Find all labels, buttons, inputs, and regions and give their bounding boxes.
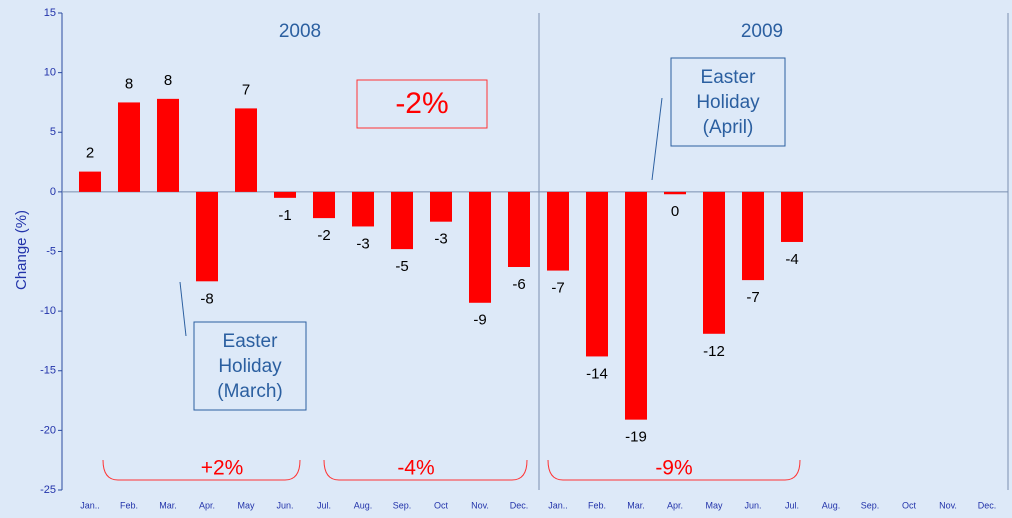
data-label: -5 bbox=[395, 258, 408, 275]
data-label: -3 bbox=[356, 235, 369, 252]
x-tick-label: Apr. bbox=[199, 500, 215, 510]
x-tick-label: Oct bbox=[434, 500, 449, 510]
x-tick-label: Jun. bbox=[276, 500, 293, 510]
x-tick-label: Aug. bbox=[354, 500, 373, 510]
data-label: 8 bbox=[125, 75, 133, 92]
x-tick-label: Nov. bbox=[471, 500, 489, 510]
data-label: 0 bbox=[671, 203, 679, 220]
data-label: -9 bbox=[473, 312, 486, 329]
bar bbox=[586, 191, 608, 357]
annotation: Holiday bbox=[696, 92, 760, 113]
bar bbox=[664, 191, 686, 195]
bar bbox=[742, 191, 764, 281]
x-tick-label: May bbox=[705, 500, 723, 510]
y-tick-label: 5 bbox=[50, 126, 56, 138]
x-tick-label: Mar. bbox=[627, 500, 645, 510]
bar bbox=[430, 191, 452, 222]
annotation: Holiday bbox=[218, 356, 282, 377]
y-tick-label: -10 bbox=[40, 305, 56, 317]
x-tick-label: May bbox=[237, 500, 255, 510]
bar bbox=[781, 191, 803, 242]
data-label: -19 bbox=[625, 429, 647, 446]
y-tick-label: -15 bbox=[40, 365, 56, 377]
data-label: -7 bbox=[746, 289, 759, 306]
y-tick-label: 10 bbox=[44, 67, 56, 79]
total-annotation: -2% bbox=[395, 87, 448, 120]
x-tick-label: Feb. bbox=[120, 500, 138, 510]
x-tick-label: Aug. bbox=[822, 500, 841, 510]
x-tick-label: Jul. bbox=[317, 500, 331, 510]
bar bbox=[547, 191, 569, 271]
bar bbox=[196, 191, 218, 282]
bar bbox=[625, 191, 647, 420]
bracket bbox=[102, 459, 301, 481]
annotation: Easter bbox=[223, 331, 279, 352]
data-label: -1 bbox=[278, 207, 291, 224]
bar bbox=[313, 191, 335, 219]
x-tick-label: Jul. bbox=[785, 500, 799, 510]
bracket bbox=[547, 459, 801, 481]
y-tick-label: -20 bbox=[40, 424, 56, 436]
x-tick-label: Jun. bbox=[744, 500, 761, 510]
data-label: -3 bbox=[434, 231, 447, 248]
year-label: 2009 bbox=[741, 21, 783, 42]
x-tick-label: Apr. bbox=[667, 500, 683, 510]
data-label: -2 bbox=[317, 227, 330, 244]
y-axis-label: Change (%) bbox=[13, 210, 30, 290]
y-tick-label: -5 bbox=[46, 245, 56, 257]
year-label: 2008 bbox=[279, 21, 321, 42]
y-tick-label: 15 bbox=[44, 7, 56, 19]
bar bbox=[352, 191, 374, 227]
bar bbox=[79, 171, 101, 192]
y-tick-label: 0 bbox=[50, 186, 56, 198]
bar bbox=[469, 191, 491, 303]
x-tick-label: Mar. bbox=[159, 500, 177, 510]
x-tick-label: Nov. bbox=[939, 500, 957, 510]
period-annotation: -9% bbox=[655, 457, 692, 480]
x-tick-label: Dec. bbox=[510, 500, 529, 510]
bar bbox=[235, 108, 257, 192]
annotation-box bbox=[670, 57, 786, 147]
x-tick-label: Jan.. bbox=[548, 500, 568, 510]
data-label: -12 bbox=[703, 343, 725, 360]
data-label: 8 bbox=[164, 72, 172, 89]
annotation: (April) bbox=[703, 117, 754, 138]
annotation-box bbox=[193, 321, 307, 411]
data-label: -8 bbox=[200, 290, 213, 307]
x-tick-label: Oct bbox=[902, 500, 917, 510]
leader-line bbox=[651, 97, 663, 181]
annotation: (March) bbox=[217, 381, 282, 402]
bracket bbox=[323, 459, 528, 481]
bar bbox=[703, 191, 725, 334]
x-tick-label: Sep. bbox=[861, 500, 880, 510]
data-label: 7 bbox=[242, 81, 250, 98]
period-annotation: +2% bbox=[201, 457, 244, 480]
data-label: -14 bbox=[586, 365, 608, 382]
bar bbox=[157, 98, 179, 192]
data-label: 2 bbox=[86, 145, 94, 162]
bar bbox=[391, 191, 413, 250]
total-box bbox=[356, 79, 488, 129]
x-tick-label: Jan.. bbox=[80, 500, 100, 510]
x-tick-label: Feb. bbox=[588, 500, 606, 510]
x-tick-label: Sep. bbox=[393, 500, 412, 510]
data-label: -4 bbox=[785, 251, 798, 268]
x-tick-label: Dec. bbox=[978, 500, 997, 510]
leader-line bbox=[179, 281, 187, 337]
bar bbox=[118, 102, 140, 192]
y-tick-label: -25 bbox=[40, 484, 56, 496]
bar bbox=[508, 191, 530, 268]
data-label: -6 bbox=[512, 276, 525, 293]
period-annotation: -4% bbox=[397, 457, 434, 480]
bar bbox=[274, 191, 296, 198]
annotation: Easter bbox=[701, 67, 757, 88]
data-label: -7 bbox=[551, 280, 564, 297]
